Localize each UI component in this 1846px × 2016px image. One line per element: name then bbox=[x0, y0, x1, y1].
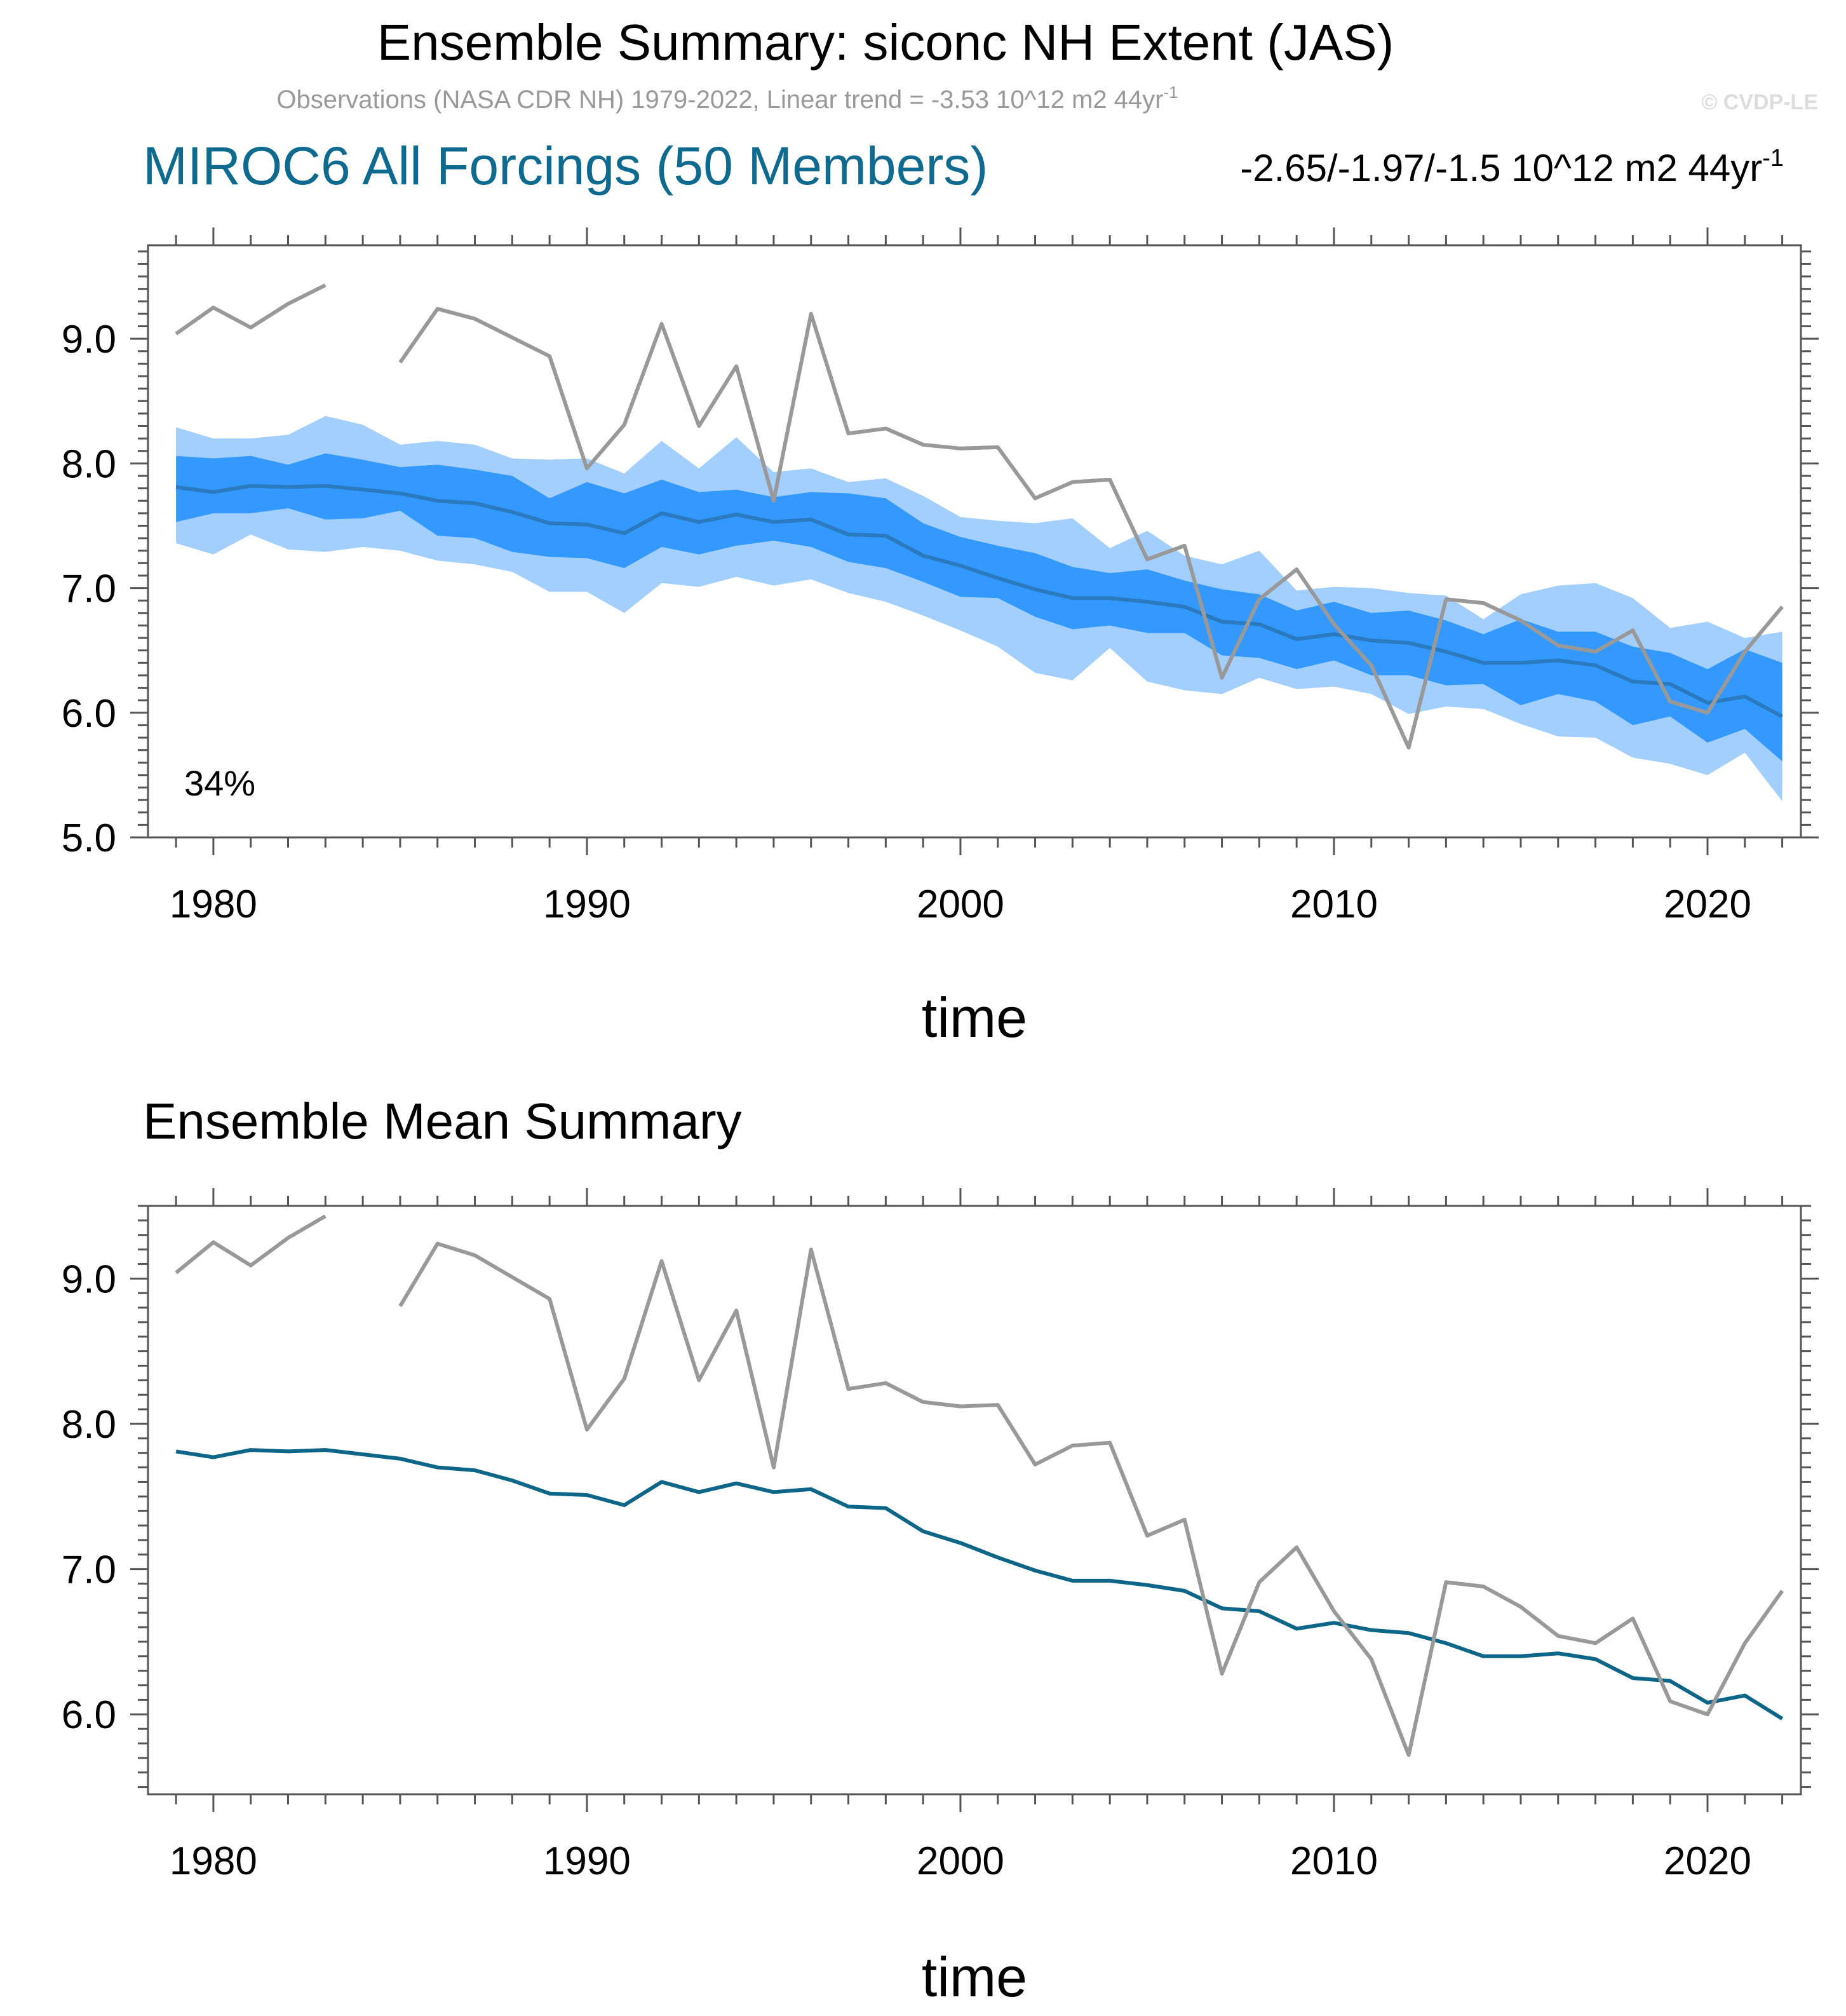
bottom-panel-y-tick-label: 9.0 bbox=[62, 1257, 116, 1301]
observations-note-superscript: -1 bbox=[1164, 83, 1178, 102]
top-panel-ensemble-mean-line bbox=[175, 484, 1784, 719]
top-panel-y-tick-label: 5.0 bbox=[62, 816, 116, 860]
top-panel-x-tick-label: 1980 bbox=[170, 883, 257, 926]
model-trend: -2.65/-1.97/-1.5 10^12 m2 44yr-1 bbox=[1240, 145, 1784, 189]
model-trend-superscript: -1 bbox=[1762, 145, 1784, 172]
bottom-panel-x-tick-label: 2010 bbox=[1290, 1839, 1378, 1883]
bottom-panel-x-tick-label: 2000 bbox=[917, 1839, 1004, 1883]
bottom-panel-observations-line bbox=[175, 1214, 1784, 1757]
top-panel-x-tick-label: 2020 bbox=[1664, 883, 1751, 926]
top-panel-y-tick-label: 7.0 bbox=[62, 567, 116, 611]
bottom-panel-axes: 1980 1990 2000 2010 2020 6.0 7.0 8.0 9.0 bbox=[62, 1188, 1819, 1883]
bottom-panel-y-tick-label: 7.0 bbox=[62, 1548, 116, 1592]
top-panel-observations-line bbox=[175, 283, 1784, 750]
top-panel-frame bbox=[147, 244, 1802, 839]
bottom-panel-frame bbox=[147, 1205, 1802, 1796]
bottom-panel-y-tick-label: 8.0 bbox=[62, 1403, 116, 1447]
bottom-panel-ensemble-mean-line bbox=[175, 1448, 1784, 1721]
top-panel-lines bbox=[175, 283, 1784, 750]
bottom-panel-x-axis-label: time bbox=[922, 1945, 1027, 2008]
top-panel-x-axis-label: time bbox=[922, 986, 1027, 1049]
top-panel-10-90-band bbox=[176, 453, 1782, 762]
model-trend-text: -2.65/-1.97/-1.5 10^12 m2 44yr bbox=[1240, 147, 1762, 189]
top-panel-axes: 1980 1990 2000 2010 2020 5.0 6.0 7.0 8.0 9.0 bbox=[62, 227, 1819, 926]
top-panel-y-tick-label: 6.0 bbox=[62, 692, 116, 736]
top-panel-x-tick-label: 2010 bbox=[1290, 883, 1378, 926]
model-title: MIROC6 All Forcings (50 Members) bbox=[143, 136, 988, 196]
bottom-panel-x-tick-label: 1990 bbox=[543, 1839, 631, 1883]
watermark: © CVDP-LE bbox=[1701, 90, 1818, 114]
top-panel-bands bbox=[176, 416, 1782, 802]
bottom-panel-y-tick-label: 6.0 bbox=[62, 1693, 116, 1737]
bottom-panel-title: Ensemble Mean Summary bbox=[143, 1093, 742, 1149]
bottom-panel-x-tick-label: 2020 bbox=[1664, 1839, 1751, 1883]
bottom-panel-lines bbox=[175, 1214, 1784, 1757]
top-panel-annotation: 34% bbox=[184, 763, 255, 803]
figure-title: Ensemble Summary: siconc NH Extent (JAS) bbox=[377, 14, 1394, 71]
observations-note: Observations (NASA CDR NH) 1979-2022, Li… bbox=[276, 83, 1178, 114]
top-panel-y-tick-label: 9.0 bbox=[62, 318, 116, 362]
observations-note-text: Observations (NASA CDR NH) 1979-2022, Li… bbox=[276, 86, 1163, 114]
bottom-panel: Ensemble Mean Summary 1980 1990 2000 2010 20… bbox=[62, 1093, 1819, 2008]
top-panel-x-tick-label: 2000 bbox=[917, 883, 1004, 926]
top-panel-x-tick-label: 1990 bbox=[543, 883, 631, 926]
top-panel-y-tick-label: 8.0 bbox=[62, 442, 116, 486]
bottom-panel-x-tick-label: 1980 bbox=[170, 1839, 257, 1883]
